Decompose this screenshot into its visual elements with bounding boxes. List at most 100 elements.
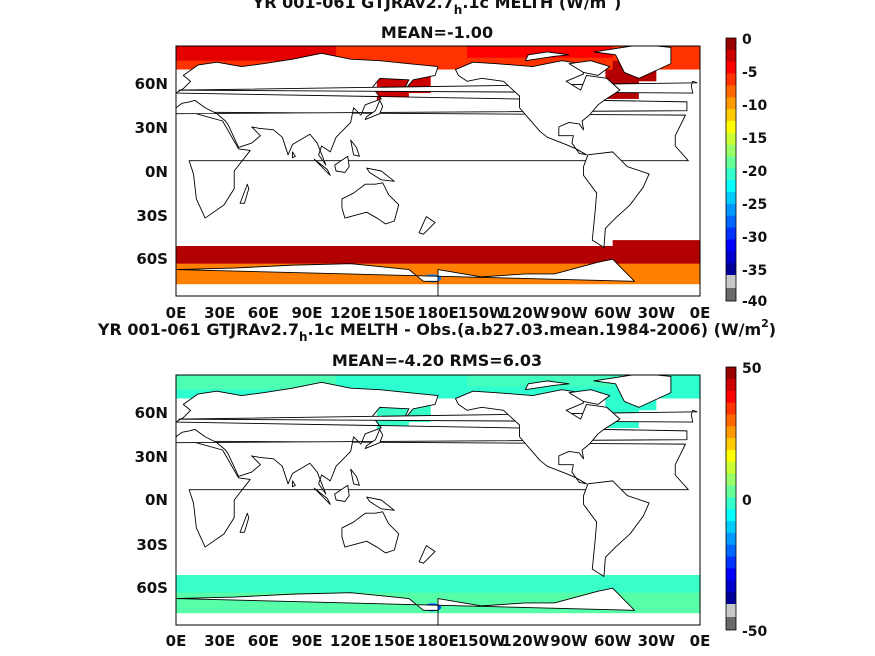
panel-1-xtick: 120E <box>330 304 372 322</box>
panel-1-colorbar-swatch <box>726 109 736 122</box>
field-southern-ocean-core <box>176 246 700 264</box>
panel-1-colorbar-swatch <box>726 215 736 229</box>
panel-1-cbar-label-15: -15 <box>742 131 767 147</box>
panel-1-landmass <box>364 99 384 120</box>
panel-1-xtick: 30E <box>204 304 235 322</box>
panel-2-landmass <box>291 480 296 488</box>
panel-2-colorbar-swatch <box>726 497 736 510</box>
panel-2-colorbar-swatch <box>726 592 736 605</box>
panel-1-xtick: 150W <box>458 304 506 322</box>
panel-1-colorbar-swatch <box>726 120 736 134</box>
panel-2-colorbar-swatch <box>726 568 736 581</box>
panel-2-ytick-60n: 60N <box>135 404 168 422</box>
panel-2-landmass <box>524 380 570 391</box>
panel-1-landmass <box>60 152 126 248</box>
panel-1-colorbar-swatch <box>726 168 736 181</box>
panel-1-ytick-60s: 60S <box>136 250 168 268</box>
panel-2-colorbar-swatch <box>726 461 736 475</box>
panel-1-colorbar-swatch <box>726 203 736 217</box>
panel-1-landmass <box>341 182 400 225</box>
panel-2-colorbar-swatch <box>726 367 736 380</box>
panel-2-landmass <box>70 374 147 408</box>
panel-1-landmass <box>350 139 360 157</box>
panel-1-ytick-0n: 0N <box>145 163 168 181</box>
panel-2: YR 001-061 GTJRAv2.7h.1c MELTH - Obs.(a.… <box>0 317 776 650</box>
panel-2-landmass <box>313 487 331 505</box>
panel-2-colorbar-swatch <box>726 485 736 498</box>
panel-2-landmass <box>239 512 250 533</box>
panel-1-plot-area <box>0 45 701 299</box>
panel-2-xtick: 60E <box>248 632 279 650</box>
panel-2-landmass <box>366 496 395 511</box>
panel-1-landmass <box>176 258 635 296</box>
panel-2-landmass <box>568 389 611 405</box>
panel-1-xtick: 60W <box>594 304 632 322</box>
panel-1-colorbar-frame <box>725 37 737 302</box>
panel-2-subtitle: MEAN=-4.20 RMS=6.03 <box>332 351 542 370</box>
panel-1-colorbar-swatch <box>726 156 736 169</box>
panel-1-landmass <box>291 151 296 159</box>
panel-1-xtick: 180E <box>417 304 459 322</box>
panel-1-colorbar-swatch <box>726 192 736 205</box>
panel-2-colorbar-frame <box>725 366 737 631</box>
field-arctic-inner <box>176 375 337 390</box>
panel-1-colorbar-swatch <box>726 97 736 110</box>
panel-1-cbar-label-35: -35 <box>742 263 767 279</box>
panel-1-landmass <box>45 61 86 76</box>
panel-1-landmass <box>593 46 672 79</box>
panel-2-ytick-60s: 60S <box>136 579 168 597</box>
panel-2-landmass <box>334 484 350 502</box>
panel-1-landmass <box>1 52 45 61</box>
panel-2-colorbar: 50 0 -50 <box>725 361 768 640</box>
panel-1-colorbar-swatch <box>726 180 736 193</box>
panel-1-title: YR 001-061 GTJRAv2.7h.1c MELTH (W/m2) <box>252 0 622 17</box>
panel-1-xtick: 120W <box>501 304 549 322</box>
panel-2-ytick-30n: 30N <box>135 448 168 466</box>
panel-1-xtick: 60E <box>248 304 279 322</box>
panel-2-cbar-label-50: 50 <box>742 361 762 377</box>
panel-1-colorbar-under-2 <box>726 288 736 301</box>
panel-1: YR 001-061 GTJRAv2.7h.1c MELTH (W/m2) ME… <box>0 0 768 322</box>
panel-2-colorbar-swatch <box>726 378 736 392</box>
field-weddell-patch <box>612 240 700 261</box>
panel-1-colorbar-swatch <box>726 239 736 252</box>
panel-2-colorbar-swatch <box>726 556 736 569</box>
panel-1-cbar-label-25: -25 <box>742 197 767 213</box>
panel-1-landmass <box>455 60 621 156</box>
panel-1-colorbar-swatch <box>726 263 736 276</box>
panel-1-ytick-30s: 30S <box>136 207 168 225</box>
panel-1-ytick-30n: 30N <box>135 119 168 137</box>
panel-1-landmass <box>313 158 331 176</box>
panel-2-landmass <box>0 588 111 628</box>
panel-2-plot-area <box>0 374 701 628</box>
panel-2-colorbar-swatch <box>726 449 736 463</box>
panel-2-ytick-0n: 0N <box>145 491 168 509</box>
panel-1-landmass <box>583 151 650 248</box>
panel-1-landmass <box>334 155 350 173</box>
panel-2-colorbar-swatch <box>726 532 736 546</box>
panel-2-colorbar-swatch <box>726 426 736 439</box>
panel-2-cbar-label-0: 0 <box>742 493 752 509</box>
panel-1-colorbar-swatch <box>726 132 736 146</box>
panel-1-colorbar-swatch <box>726 49 736 63</box>
panel-2-xtick: 180E <box>417 632 459 650</box>
panel-2-title: YR 001-061 GTJRAv2.7h.1c MELTH - Obs.(a.… <box>97 317 776 344</box>
panel-1-landmass <box>239 183 250 204</box>
panel-1-cbar-label-40: -40 <box>742 294 768 310</box>
panel-2-colorbar-swatch <box>726 438 736 451</box>
panel-2-colorbar-under-2 <box>726 617 736 630</box>
panel-2-colorbar-swatch <box>726 544 736 558</box>
panel-1-landmass <box>0 259 111 299</box>
panel-1-subtitle: MEAN=-1.00 <box>381 23 493 42</box>
panel-2-xtick: 90W <box>550 632 588 650</box>
panel-1-xtick: 90E <box>291 304 322 322</box>
panel-2-xtick: 90E <box>291 632 322 650</box>
panel-2-colorbar-swatch <box>726 402 736 415</box>
panel-2-colorbar-swatch <box>726 580 736 593</box>
field-arctic-inner-2 <box>467 375 613 387</box>
panel-1-xtick: 150E <box>374 304 416 322</box>
panel-2-xtick: 60W <box>594 632 632 650</box>
panel-2-xtick: 150E <box>374 632 416 650</box>
